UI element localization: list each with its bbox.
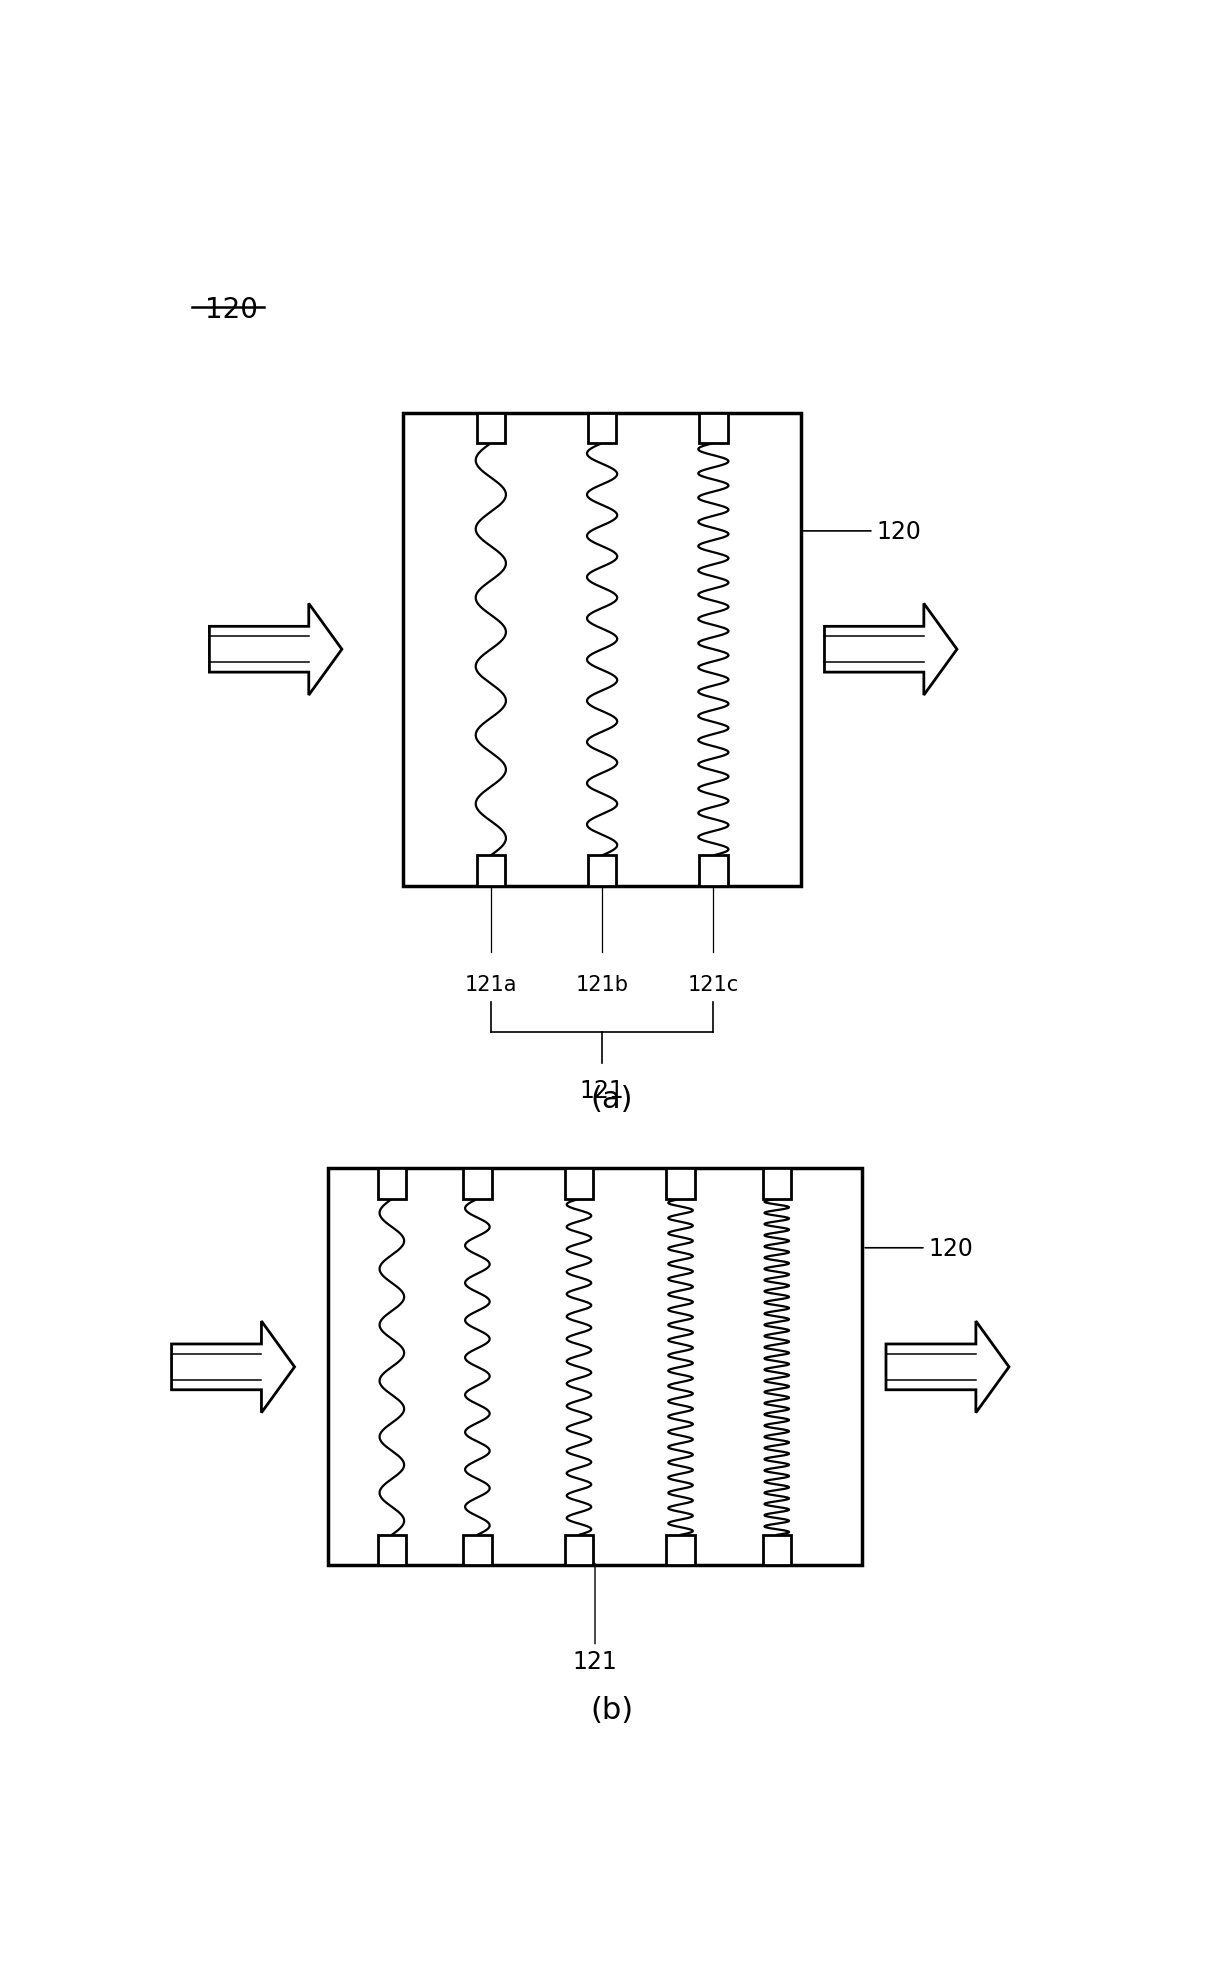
Bar xyxy=(565,1534,593,1566)
Bar xyxy=(476,414,505,444)
Text: 121b: 121b xyxy=(575,975,629,995)
Text: 120: 120 xyxy=(803,519,922,543)
Text: 121a: 121a xyxy=(464,975,516,995)
Text: 120: 120 xyxy=(205,295,258,323)
Bar xyxy=(377,1534,407,1566)
Bar xyxy=(667,1169,695,1199)
Bar xyxy=(327,1169,862,1566)
Text: 121: 121 xyxy=(573,1564,618,1673)
Bar xyxy=(700,856,728,886)
Text: (a): (a) xyxy=(590,1084,632,1114)
Bar xyxy=(667,1534,695,1566)
Bar xyxy=(463,1169,492,1199)
Bar xyxy=(763,1534,791,1566)
Bar xyxy=(589,856,617,886)
Bar xyxy=(589,414,617,444)
Text: 121c: 121c xyxy=(687,975,739,995)
Bar xyxy=(463,1534,492,1566)
Bar xyxy=(403,414,801,886)
Text: (b): (b) xyxy=(590,1695,634,1724)
Text: 121: 121 xyxy=(580,1078,624,1102)
Bar xyxy=(377,1169,407,1199)
Bar xyxy=(700,414,728,444)
Text: 120: 120 xyxy=(866,1237,973,1261)
Bar xyxy=(763,1169,791,1199)
Bar xyxy=(476,856,505,886)
Bar xyxy=(565,1169,593,1199)
